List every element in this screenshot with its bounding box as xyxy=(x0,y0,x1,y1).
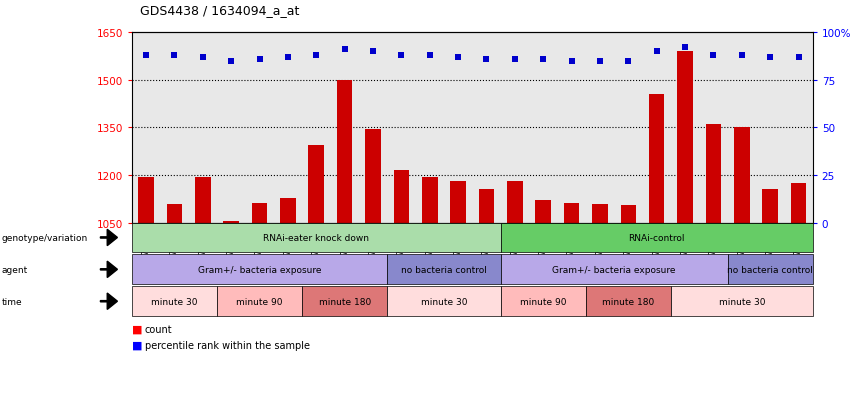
Bar xyxy=(450,182,466,223)
Text: ■: ■ xyxy=(132,324,142,334)
Text: Gram+/- bacteria exposure: Gram+/- bacteria exposure xyxy=(552,265,676,274)
Text: ■: ■ xyxy=(132,340,142,350)
Bar xyxy=(308,145,324,223)
Bar xyxy=(620,206,637,223)
Text: minute 90: minute 90 xyxy=(520,297,567,306)
Text: count: count xyxy=(145,324,172,334)
Bar xyxy=(422,178,437,223)
Text: agent: agent xyxy=(2,265,28,274)
Bar xyxy=(762,190,778,223)
Bar xyxy=(791,183,807,223)
Text: minute 30: minute 30 xyxy=(151,297,197,306)
Text: genotype/variation: genotype/variation xyxy=(2,233,88,242)
Text: RNAi-eater knock down: RNAi-eater knock down xyxy=(263,233,369,242)
Text: GDS4438 / 1634094_a_at: GDS4438 / 1634094_a_at xyxy=(140,4,300,17)
Bar xyxy=(649,95,665,223)
Bar xyxy=(252,203,267,223)
Bar xyxy=(677,52,693,223)
Text: minute 90: minute 90 xyxy=(237,297,283,306)
Text: RNAi-control: RNAi-control xyxy=(628,233,685,242)
Text: minute 30: minute 30 xyxy=(718,297,765,306)
Bar xyxy=(563,203,580,223)
Bar xyxy=(507,182,523,223)
Text: minute 180: minute 180 xyxy=(318,297,371,306)
Bar xyxy=(535,201,551,223)
Bar xyxy=(223,221,239,223)
Bar xyxy=(280,198,296,223)
Bar xyxy=(478,190,494,223)
Text: minute 180: minute 180 xyxy=(603,297,654,306)
Bar xyxy=(167,204,182,223)
Bar xyxy=(734,128,750,223)
Bar xyxy=(365,130,380,223)
Bar xyxy=(592,204,608,223)
Bar xyxy=(393,171,409,223)
Text: time: time xyxy=(2,297,22,306)
Text: percentile rank within the sample: percentile rank within the sample xyxy=(145,340,310,350)
Text: minute 30: minute 30 xyxy=(420,297,467,306)
Bar xyxy=(705,125,722,223)
Text: Gram+/- bacteria exposure: Gram+/- bacteria exposure xyxy=(197,265,322,274)
Bar xyxy=(337,81,352,223)
Bar xyxy=(195,178,211,223)
Text: no bacteria control: no bacteria control xyxy=(401,265,487,274)
Bar xyxy=(138,178,154,223)
Text: no bacteria control: no bacteria control xyxy=(728,265,813,274)
